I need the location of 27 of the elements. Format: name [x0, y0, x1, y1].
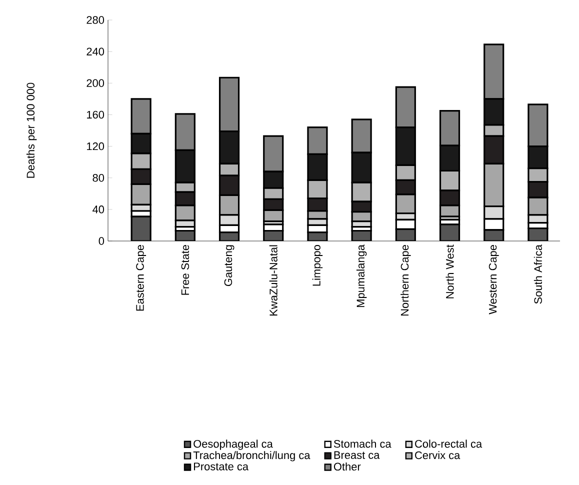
x-tick-label: Free State [181, 245, 190, 295]
x-tick-label: North West [446, 244, 454, 298]
legend-label: Stomach ca [334, 440, 392, 448]
y-tick-label: 120 [87, 142, 104, 150]
x-tick-label: Western Cape [488, 245, 499, 314]
legend-label: Colo-rectal ca [415, 440, 482, 448]
legend-label: Oesophageal ca [194, 440, 273, 450]
x-tick-label: South Africa [534, 244, 542, 304]
legend-label: Breast ca [334, 451, 380, 459]
legend-label: Prostate ca [194, 462, 249, 470]
y-axis-title: Deaths per 100 000 [26, 82, 37, 178]
y-tick-label: 0 [98, 237, 104, 245]
x-tick-label: Gauteng [224, 245, 234, 286]
y-tick-label: 160 [87, 110, 104, 119]
x-tick-label: Northern Cape [400, 245, 411, 316]
x-tick-label: Eastern Cape [136, 245, 146, 311]
legend-label: Trachea/bronchi/lung ca [193, 451, 310, 462]
y-tick-label: 200 [86, 79, 104, 88]
y-tick-label: 40 [92, 206, 104, 214]
y-tick-label: 80 [92, 174, 104, 182]
x-tick-label: KwaZulu-Natal [269, 245, 278, 316]
x-tick-label: Limpopo [312, 245, 323, 286]
x-tick-label: Mpumalanga [356, 244, 367, 307]
legend-label: Cervix ca [415, 451, 460, 460]
legend-label: Other [334, 462, 361, 471]
y-tick-label: 240 [86, 48, 104, 56]
y-tick-label: 280 [86, 16, 104, 24]
